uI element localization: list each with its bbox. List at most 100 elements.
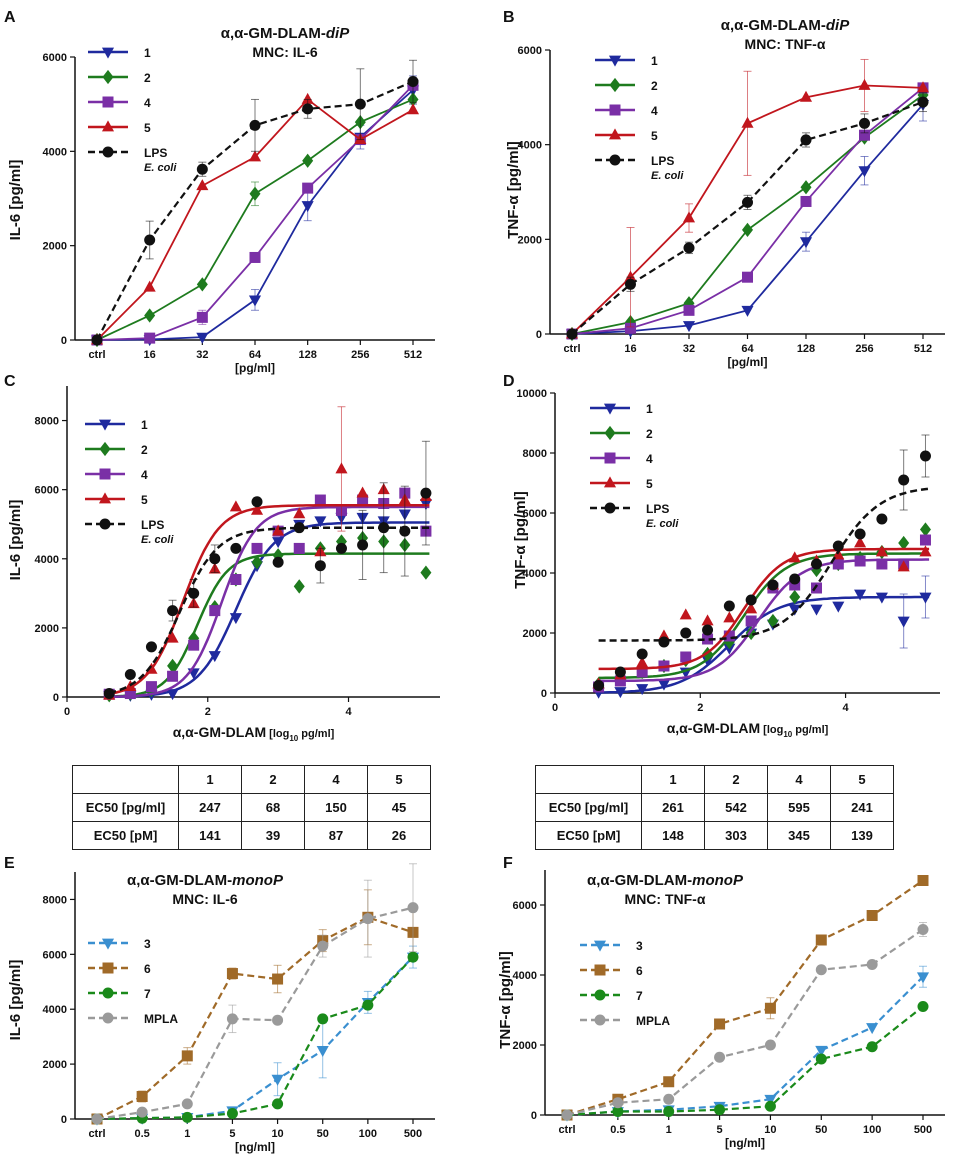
chart-subtitle: MNC: IL-6 bbox=[252, 44, 318, 60]
fit-curve bbox=[598, 547, 930, 671]
y-axis-label: IL-6 [pg/ml] bbox=[7, 500, 24, 581]
legend-marker bbox=[99, 441, 111, 457]
data-point bbox=[314, 516, 327, 528]
x-tick-label: 100 bbox=[863, 1124, 881, 1136]
legend-label: 7 bbox=[144, 987, 151, 1001]
data-point bbox=[799, 237, 813, 249]
x-tick-label: 0.5 bbox=[610, 1124, 625, 1136]
x-axis-label: [ng/ml] bbox=[725, 1136, 765, 1150]
legend-marker bbox=[102, 96, 114, 108]
data-point bbox=[407, 76, 419, 88]
x-tick-label: 32 bbox=[683, 343, 695, 355]
data-point bbox=[876, 558, 888, 570]
data-point bbox=[188, 639, 200, 651]
table-header-row: 1 2 4 5 bbox=[72, 765, 431, 794]
data-point bbox=[875, 545, 888, 557]
legend-label: 7 bbox=[636, 989, 643, 1003]
x-tick-label: 0 bbox=[552, 702, 558, 714]
data-point bbox=[682, 211, 696, 223]
series-line bbox=[96, 906, 414, 1121]
data-point bbox=[272, 1014, 284, 1026]
data-point bbox=[858, 166, 871, 178]
data-point bbox=[317, 940, 329, 952]
legend-label: LPS bbox=[144, 146, 167, 160]
legend-marker bbox=[594, 989, 606, 1001]
y-axis-label: IL-6 [pg/ml] bbox=[7, 960, 24, 1041]
data-point bbox=[196, 179, 209, 191]
data-point bbox=[226, 1108, 238, 1120]
data-point bbox=[858, 78, 871, 90]
panel-F: 0 2000 4000 6000 ctrl 0.5 1 5 10 50 100 500 [ng/ml] T… bbox=[497, 870, 945, 1150]
data-point bbox=[624, 270, 637, 282]
x-tick-label: 512 bbox=[914, 343, 932, 355]
y-tick-label: 6000 bbox=[43, 52, 67, 64]
y-tick-label: 8000 bbox=[35, 416, 59, 428]
table-header-cell: 2 bbox=[241, 765, 305, 794]
chart-title: α,α-GM-DLAM-diP bbox=[721, 17, 850, 34]
data-point bbox=[866, 910, 878, 921]
data-point bbox=[897, 616, 910, 628]
data-point bbox=[208, 651, 221, 663]
table-header-cell: 4 bbox=[767, 765, 831, 794]
table-cell: 261 bbox=[641, 793, 705, 822]
table-cell: 139 bbox=[830, 821, 894, 850]
x-tick-label: 256 bbox=[855, 343, 873, 355]
legend-label-secondary: E. coli bbox=[144, 162, 177, 174]
data-point bbox=[302, 153, 314, 168]
data-point bbox=[181, 1050, 193, 1062]
legend-label: 4 bbox=[646, 452, 653, 466]
data-point bbox=[789, 589, 801, 605]
data-point bbox=[293, 579, 305, 594]
y-tick-label: 0 bbox=[53, 692, 59, 704]
y-tick-label: 6000 bbox=[43, 949, 67, 961]
legend-marker bbox=[101, 47, 115, 59]
data-point bbox=[317, 1013, 329, 1025]
series-mpla: MPLA bbox=[561, 922, 929, 1121]
legend-label: 4 bbox=[144, 96, 151, 110]
series-line bbox=[96, 916, 414, 1120]
data-point bbox=[917, 875, 929, 886]
x-tick-label: 0.5 bbox=[134, 1128, 149, 1140]
data-point bbox=[420, 487, 432, 499]
series-4: 4 bbox=[88, 79, 419, 346]
data-point bbox=[407, 902, 419, 914]
y-tick-label: 2000 bbox=[35, 623, 59, 635]
legend-label: 2 bbox=[651, 79, 658, 93]
y-tick-label: 10000 bbox=[516, 388, 547, 400]
data-point bbox=[767, 579, 779, 591]
series-line bbox=[96, 956, 414, 1121]
table-cell: 345 bbox=[767, 821, 831, 850]
series-lps: LPS E. coli bbox=[590, 434, 931, 691]
y-tick-label: 4000 bbox=[523, 568, 547, 580]
table-header-cell: 4 bbox=[304, 765, 368, 794]
legend-label: 3 bbox=[144, 937, 151, 951]
x-tick-label: 32 bbox=[196, 349, 208, 361]
data-point bbox=[815, 1053, 827, 1065]
x-tick-label: 16 bbox=[144, 349, 156, 361]
legend-marker bbox=[98, 419, 112, 431]
data-point bbox=[251, 555, 263, 570]
table-row: EC50 [pM] 141 39 87 26 bbox=[72, 821, 431, 850]
legend-label-secondary: E. coli bbox=[141, 534, 174, 546]
data-point bbox=[680, 651, 692, 663]
legend-marker bbox=[101, 120, 115, 132]
table-cell: 247 bbox=[178, 793, 242, 822]
data-point bbox=[614, 687, 627, 699]
legend-marker bbox=[102, 962, 114, 974]
data-point bbox=[167, 670, 179, 682]
data-point bbox=[745, 602, 758, 614]
legend-marker bbox=[101, 938, 115, 950]
table-header-cell: 5 bbox=[830, 765, 894, 794]
data-point bbox=[614, 675, 626, 687]
legend-label: 1 bbox=[646, 402, 653, 416]
data-point bbox=[144, 234, 156, 246]
chart-title: α,α-GM-DLAM-monoP bbox=[127, 872, 284, 889]
legend-marker bbox=[603, 476, 617, 488]
ec50-table-il6: 1 2 4 5 EC50 [pg/ml] 247 68 150 45 EC50 … bbox=[72, 765, 431, 850]
data-point bbox=[789, 579, 801, 591]
legend-marker bbox=[609, 154, 621, 166]
y-tick-label: 6000 bbox=[523, 508, 547, 520]
data-point bbox=[293, 542, 305, 554]
data-point bbox=[701, 614, 714, 626]
